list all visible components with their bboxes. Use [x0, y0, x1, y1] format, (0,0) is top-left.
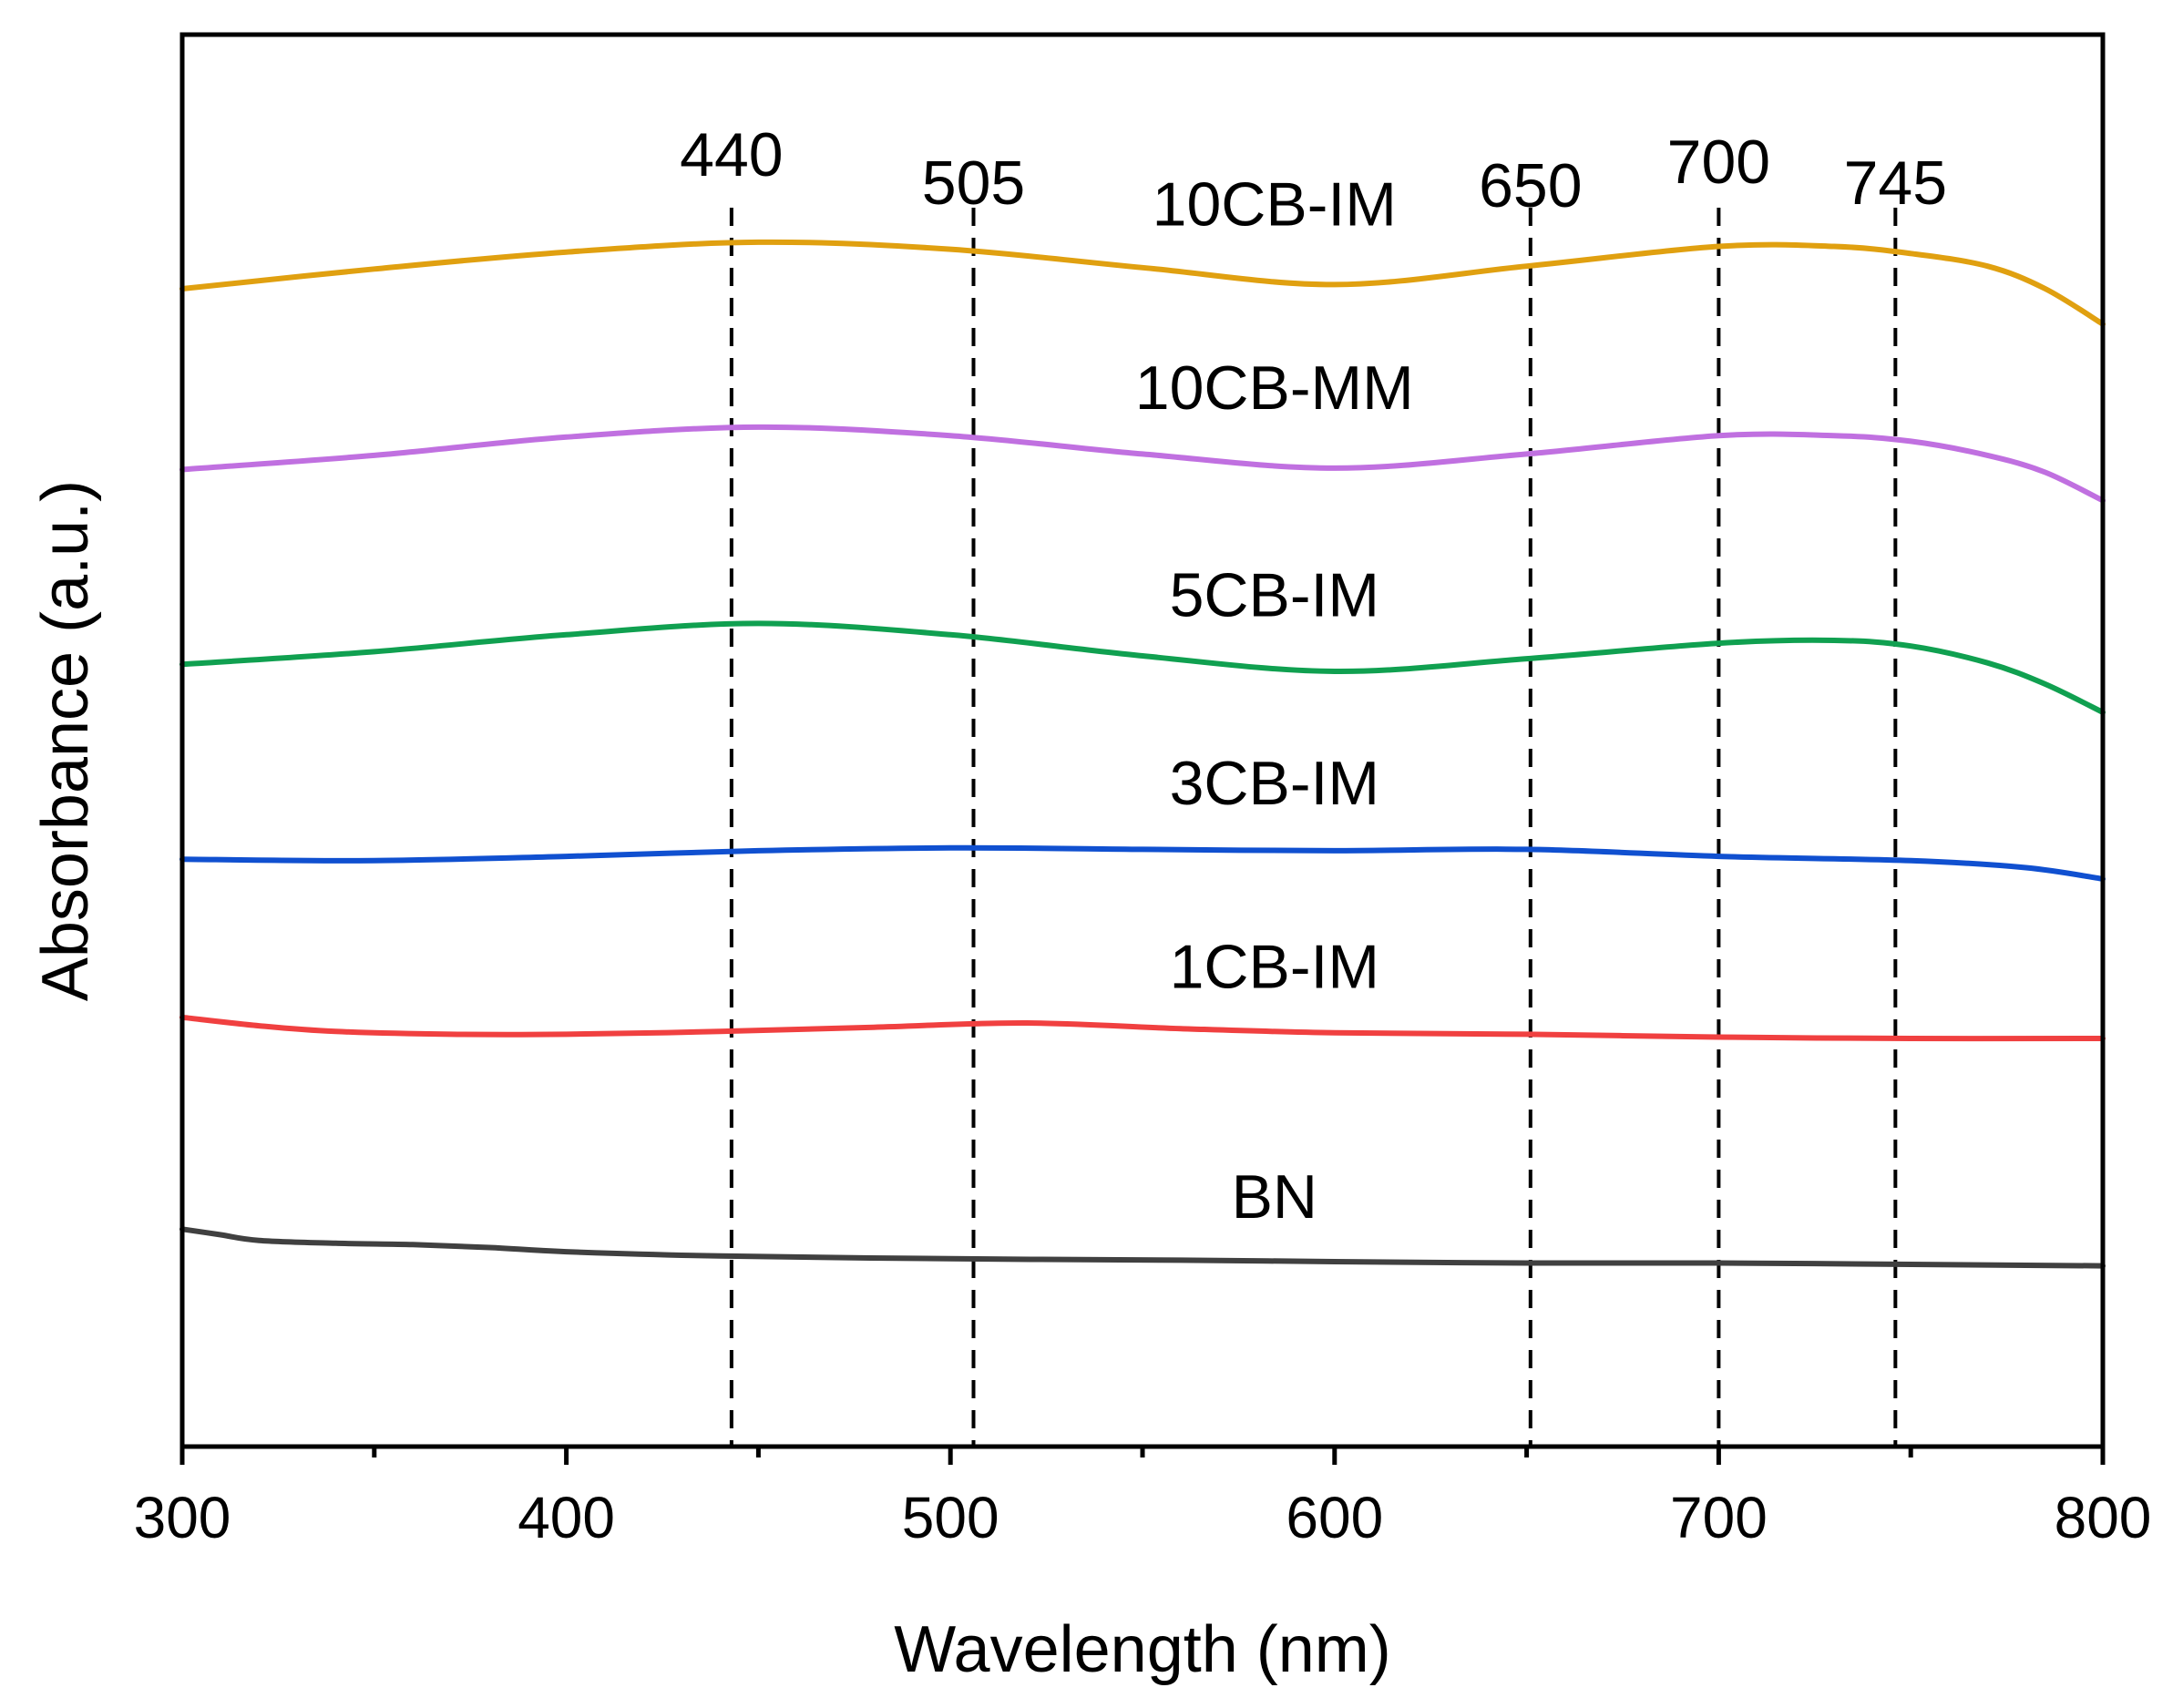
peak-label-650: 650 [1479, 151, 1582, 220]
y-axis-title: Absorbance (a.u.) [29, 480, 102, 1001]
series-label-3cb-im: 3CB-IM [1170, 749, 1379, 818]
series-line-10cb-im [179, 239, 2106, 327]
peak-label-700: 700 [1667, 128, 1770, 197]
peak-label-745: 745 [1844, 148, 1947, 218]
series-label-1cb-im: 1CB-IM [1170, 932, 1379, 1001]
x-tick-label-600: 600 [1286, 1485, 1383, 1550]
series-line-3cb-im [179, 844, 2106, 882]
series-line-1cb-im [179, 1014, 2106, 1042]
series-line-5cb-im [179, 620, 2106, 715]
series-label-bn: BN [1232, 1162, 1317, 1232]
series-label-10cb-im: 10CB-IM [1153, 169, 1397, 239]
x-tick-label-400: 400 [518, 1485, 615, 1550]
x-tick-label-500: 500 [902, 1485, 999, 1550]
x-tick-label-800: 800 [2055, 1485, 2152, 1550]
peak-markers [729, 208, 1898, 1447]
peak-label-440: 440 [680, 120, 783, 189]
series-line-10cb-mm [179, 424, 2106, 504]
x-tick-label-300: 300 [134, 1485, 231, 1550]
series-label-10cb-mm: 10CB-MM [1135, 353, 1414, 423]
series-labels: 10CB-IM 10CB-MM 5CB-IM 3CB-IM 1CB-IM BN [1135, 169, 1414, 1232]
x-axis-tick-labels: 300 400 500 600 700 800 [134, 1485, 2152, 1550]
x-tick-label-700: 700 [1670, 1485, 1768, 1550]
peak-labels: 440 505 650 700 745 [680, 120, 1947, 220]
series-lines [179, 239, 2106, 1269]
peak-label-505: 505 [922, 148, 1025, 218]
x-axis-title: Wavelength (nm) [894, 1613, 1391, 1686]
series-line-bn [179, 1226, 2106, 1269]
x-axis-ticks [179, 1447, 2106, 1465]
series-label-5cb-im: 5CB-IM [1170, 561, 1379, 630]
